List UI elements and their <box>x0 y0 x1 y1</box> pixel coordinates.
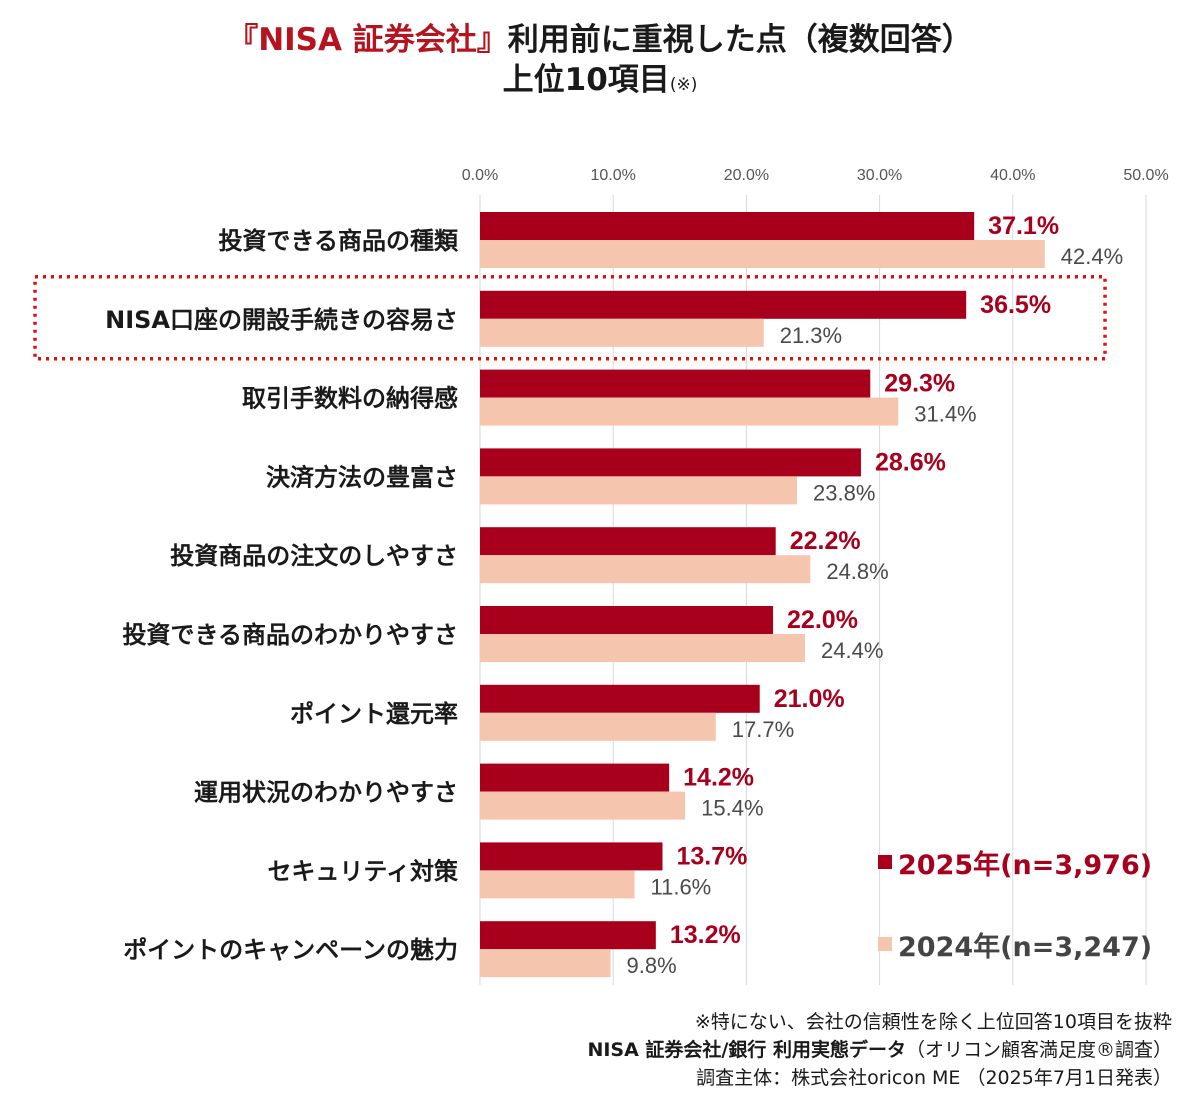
title-line2: 上位10項目 <box>502 62 670 98</box>
legend-swatch-2024 <box>878 937 892 951</box>
bar-2024 <box>480 397 899 426</box>
title-red-part: 『NISA 証券会社』 <box>227 22 508 58</box>
legend: 2025年(n=3,976) 2024年(n=3,247) <box>878 842 1152 1006</box>
category-label: NISA口座の開設手続きの容易さ <box>105 306 458 334</box>
category-label: 投資できる商品のわかりやすさ <box>122 621 458 649</box>
bar-2024 <box>480 318 764 347</box>
data-label-2024: 42.4% <box>1061 244 1123 269</box>
chart-title: 『NISA 証券会社』利用前に重視した点（複数回答） 上位10項目(※) <box>0 20 1200 105</box>
data-label-2025: 28.6% <box>875 448 946 476</box>
footer-source-rest: （オリコン顧客満足度®調査） <box>905 1039 1172 1061</box>
data-label-2025: 29.3% <box>884 370 955 398</box>
bar-2024 <box>480 870 635 899</box>
bar-2024 <box>480 240 1045 268</box>
footer-source-bold: NISA 証券会社/銀行 利用実態データ <box>587 1039 906 1061</box>
footer-note: ※特にない、会社の信頼性を除く上位回答10項目を抜粋 <box>694 1011 1172 1033</box>
data-label-2024: 21.3% <box>780 323 842 348</box>
data-label-2024: 31.4% <box>914 402 976 427</box>
footer-publisher: 調査主体：株式会社oricon ME （2025年7月1日発表） <box>696 1067 1172 1089</box>
bar-2025 <box>480 448 861 477</box>
category-label: 運用状況のわかりやすさ <box>194 779 458 807</box>
bar-2024 <box>480 634 806 662</box>
x-tick-label: 10.0% <box>591 167 636 184</box>
data-label-2025: 22.2% <box>790 527 861 555</box>
category-label: ポイント還元率 <box>290 700 458 728</box>
data-label-2025: 21.0% <box>774 685 845 713</box>
bar-2024 <box>480 791 686 820</box>
bar-2025 <box>480 684 760 713</box>
x-tick-label: 30.0% <box>857 167 902 184</box>
bar-2025 <box>480 369 871 398</box>
title-black-part: 利用前に重視した点（複数回答） <box>507 22 973 58</box>
category-label: 投資商品の注文のしやすさ <box>170 542 458 570</box>
data-label-2025: 36.5% <box>980 291 1051 319</box>
x-tick-label: 50.0% <box>1123 167 1168 184</box>
data-label-2025: 13.7% <box>676 842 747 870</box>
data-label-2024: 17.7% <box>732 717 794 742</box>
bar-2024 <box>480 712 716 741</box>
category-label: 投資できる商品の種類 <box>218 227 459 255</box>
title-note: (※) <box>669 75 698 95</box>
category-label: ポイントのキャンペーンの魅力 <box>123 936 458 964</box>
data-label-2025: 13.2% <box>670 921 741 949</box>
legend-item-2025: 2025年(n=3,976) <box>878 842 1152 882</box>
legend-item-2024: 2024年(n=3,247) <box>878 924 1152 964</box>
category-label: 決済方法の豊富さ <box>266 463 458 491</box>
bar-2024 <box>480 476 798 505</box>
x-tick-label: 0.0% <box>462 167 498 184</box>
x-tick-label: 20.0% <box>724 167 769 184</box>
data-label-2024: 24.8% <box>826 559 888 584</box>
data-label-2025: 37.1% <box>988 212 1059 240</box>
data-label-2024: 11.6% <box>651 874 712 899</box>
legend-label-2025: 2025年(n=3,976) <box>898 849 1153 881</box>
data-label-2025: 22.0% <box>787 606 858 634</box>
bar-chart: 0.0% 10.0% 20.0% 30.0% 40.0% 50.0% 投資できる商品の種類 3… <box>33 167 1169 985</box>
bar-2025 <box>480 763 670 792</box>
legend-swatch-2025 <box>878 855 892 869</box>
footer: ※特にない、会社の信頼性を除く上位回答10項目を抜粋 NISA 証券会社/銀行 … <box>587 1008 1172 1092</box>
footer-source: NISA 証券会社/銀行 利用実態データ（オリコン顧客満足度®調査） <box>587 1036 1172 1064</box>
x-tick-label: 40.0% <box>990 167 1035 184</box>
bar-2024 <box>480 555 811 584</box>
legend-label-2024: 2024年(n=3,247) <box>898 931 1153 963</box>
category-label: セキュリティ対策 <box>267 857 459 885</box>
bar-2025 <box>480 921 656 950</box>
category-label: 取引手数料の納得感 <box>242 385 458 413</box>
data-label-2024: 9.8% <box>627 953 677 978</box>
bar-2024 <box>480 949 611 978</box>
bar-2025 <box>480 290 967 319</box>
bar-2025 <box>480 527 776 556</box>
data-label-2024: 15.4% <box>701 796 763 821</box>
data-label-2024: 24.4% <box>821 638 883 663</box>
bar-2025 <box>480 212 975 240</box>
bar-2025 <box>480 842 663 871</box>
data-label-2024: 23.8% <box>813 480 875 505</box>
data-label-2025: 14.2% <box>683 764 754 792</box>
bar-2025 <box>480 606 774 634</box>
